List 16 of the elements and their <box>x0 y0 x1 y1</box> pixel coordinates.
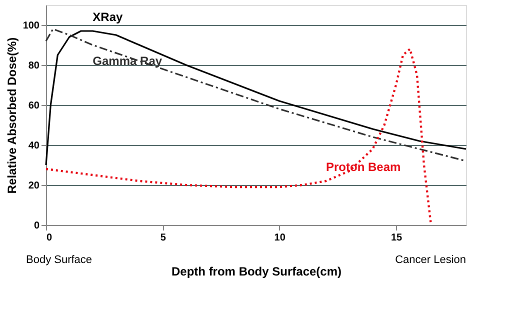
y-tick-label: 100 <box>22 20 40 32</box>
y-tick-label: 0 <box>34 220 40 232</box>
x-tick-label: 5 <box>160 232 166 244</box>
series-label: XRay <box>92 10 124 24</box>
text: Cancer Lesion <box>395 254 466 266</box>
text: Body Surface <box>26 254 92 266</box>
y-axis-title: Relative Absorbed Dose(%) <box>4 37 19 194</box>
x-tick-label: 15 <box>390 232 402 244</box>
x-tick-label: 10 <box>274 232 286 244</box>
series-label: Proton Beam <box>326 160 401 174</box>
y-tick-label: 20 <box>28 180 40 192</box>
x-tick-label: 0 <box>46 232 52 244</box>
y-tick-label: 60 <box>28 100 40 112</box>
y-tick-label: 80 <box>28 60 40 72</box>
x-axis-title: Depth from Body Surface(cm) <box>171 264 342 278</box>
y-tick-label: 40 <box>28 140 40 152</box>
